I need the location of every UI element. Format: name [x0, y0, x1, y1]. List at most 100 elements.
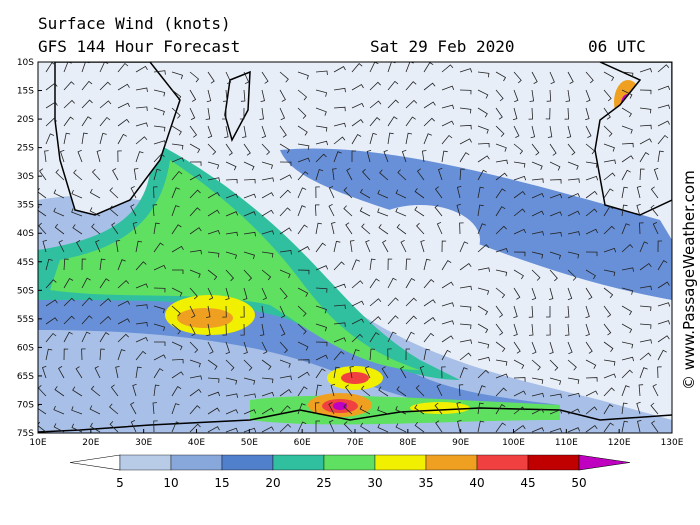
wind-barb	[343, 187, 353, 199]
wind-barb	[45, 348, 53, 361]
wind-barb	[132, 222, 138, 235]
wind-barb	[351, 133, 362, 145]
wind-barb	[343, 421, 353, 433]
wind-barb	[621, 107, 632, 118]
wind-barb	[315, 70, 328, 76]
wind-barb	[189, 359, 201, 368]
wind-barb	[207, 426, 220, 433]
wind-barb	[225, 231, 238, 237]
wind-barb	[243, 359, 253, 371]
wind-barb	[89, 405, 101, 415]
wind-barb	[652, 222, 659, 235]
wind-barb	[621, 223, 630, 235]
wind-barb	[639, 138, 652, 145]
wind-barb	[63, 297, 75, 307]
wind-barb	[206, 323, 211, 336]
lon-label: 60E	[294, 438, 311, 448]
wind-barb	[225, 359, 235, 371]
wind-barb	[531, 408, 544, 415]
wind-barb	[621, 369, 633, 379]
wind-barb	[585, 71, 594, 84]
wind-barb	[495, 422, 506, 433]
wind-barb	[369, 316, 382, 325]
wind-field	[38, 62, 672, 433]
wind-barb	[38, 421, 47, 433]
wind-barb	[434, 204, 443, 217]
wind-barb	[495, 247, 509, 253]
wind-barb	[651, 420, 659, 433]
wind-barb	[657, 320, 671, 325]
wind-barb	[495, 172, 508, 181]
lat-label: 55S	[17, 315, 34, 325]
lat-label: 15S	[17, 87, 34, 97]
wind-barb	[369, 100, 382, 109]
wind-barb	[54, 386, 65, 397]
wind-barb	[531, 251, 544, 259]
wind-barb	[240, 305, 245, 318]
wind-barb	[279, 269, 291, 279]
wind-barb	[387, 297, 399, 307]
wind-barb	[207, 341, 214, 354]
lon-label: 120E	[608, 438, 631, 448]
wind-barb	[207, 177, 220, 182]
colorbar-label: 35	[418, 476, 433, 490]
wind-barb	[549, 393, 562, 399]
wind-barb	[207, 407, 220, 415]
wind-barb	[189, 71, 200, 83]
wind-barb	[441, 320, 455, 325]
wind-barb	[359, 405, 371, 415]
wind-barb	[189, 405, 201, 415]
wind-barb	[135, 87, 148, 92]
wind-barb	[549, 341, 554, 355]
wind-barb	[495, 305, 504, 318]
wind-barb	[549, 377, 562, 385]
wind-barb	[207, 125, 213, 139]
wind-barb	[315, 89, 328, 97]
wind-barb	[531, 161, 543, 170]
wind-barb	[154, 341, 166, 346]
wind-barb	[423, 279, 435, 289]
wind-barb	[259, 107, 264, 120]
wind-barb	[414, 404, 425, 415]
wind-barb	[189, 189, 201, 199]
wind-barb	[261, 341, 268, 354]
wind-barb	[531, 178, 544, 183]
wind-barb	[38, 206, 47, 217]
colorbar-label: 15	[214, 476, 229, 490]
colorbar-segment	[119, 454, 172, 471]
wind-barb	[585, 390, 598, 397]
wind-barb	[621, 155, 634, 163]
lat-label: 65S	[17, 372, 34, 382]
wind-barb	[331, 222, 336, 235]
wind-barb	[387, 99, 399, 109]
wind-barb	[434, 402, 443, 415]
wind-barb	[297, 205, 306, 217]
wind-barb	[639, 352, 652, 361]
wind-barb	[279, 250, 292, 255]
wind-barb	[387, 116, 398, 127]
wind-barb	[547, 125, 553, 138]
wind-barb	[45, 279, 57, 289]
wind-barb	[38, 222, 47, 235]
wind-barb	[279, 143, 290, 154]
wind-barb	[351, 349, 360, 361]
wind-barb	[243, 143, 251, 156]
wind-barb	[261, 230, 275, 235]
wind-barb	[261, 251, 274, 258]
wind-barb	[414, 421, 425, 433]
wind-barb	[207, 161, 220, 170]
wind-barb	[657, 240, 663, 253]
wind-barb	[333, 106, 346, 112]
wind-barb	[279, 405, 291, 415]
wind-barb	[585, 175, 599, 181]
wind-barb	[437, 167, 443, 181]
wind-barb	[297, 71, 309, 80]
wind-barb	[315, 222, 322, 235]
wind-barb	[477, 186, 485, 199]
wind-barb	[531, 192, 545, 199]
wind-barb	[135, 336, 148, 343]
wind-barb	[315, 153, 327, 163]
wind-barb	[153, 107, 165, 116]
wind-barb	[567, 192, 580, 199]
